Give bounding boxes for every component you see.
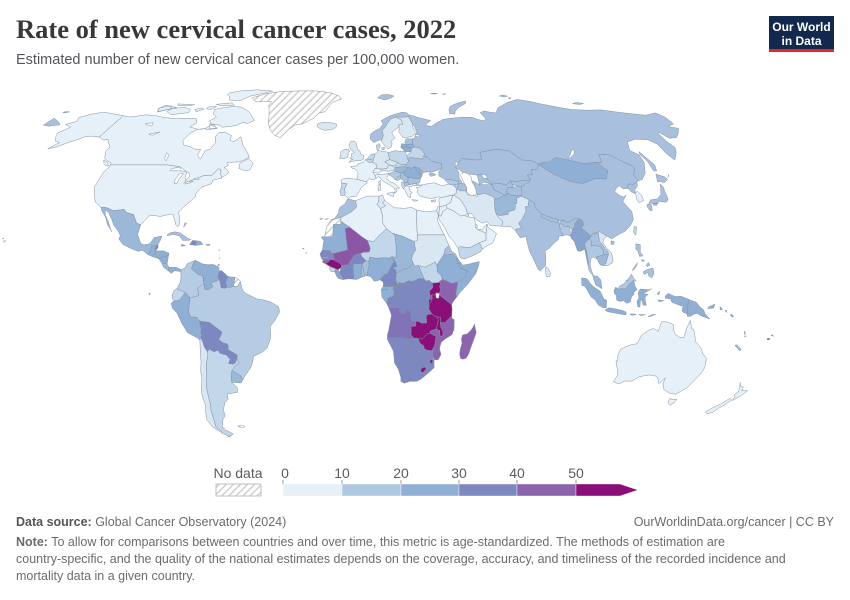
- svg-text:20: 20: [393, 465, 409, 481]
- svg-text:0: 0: [281, 465, 289, 481]
- svg-text:10: 10: [334, 465, 350, 481]
- svg-text:40: 40: [509, 465, 525, 481]
- svg-text:No data: No data: [213, 465, 262, 481]
- svg-text:30: 30: [451, 465, 467, 481]
- svg-text:50: 50: [568, 465, 584, 481]
